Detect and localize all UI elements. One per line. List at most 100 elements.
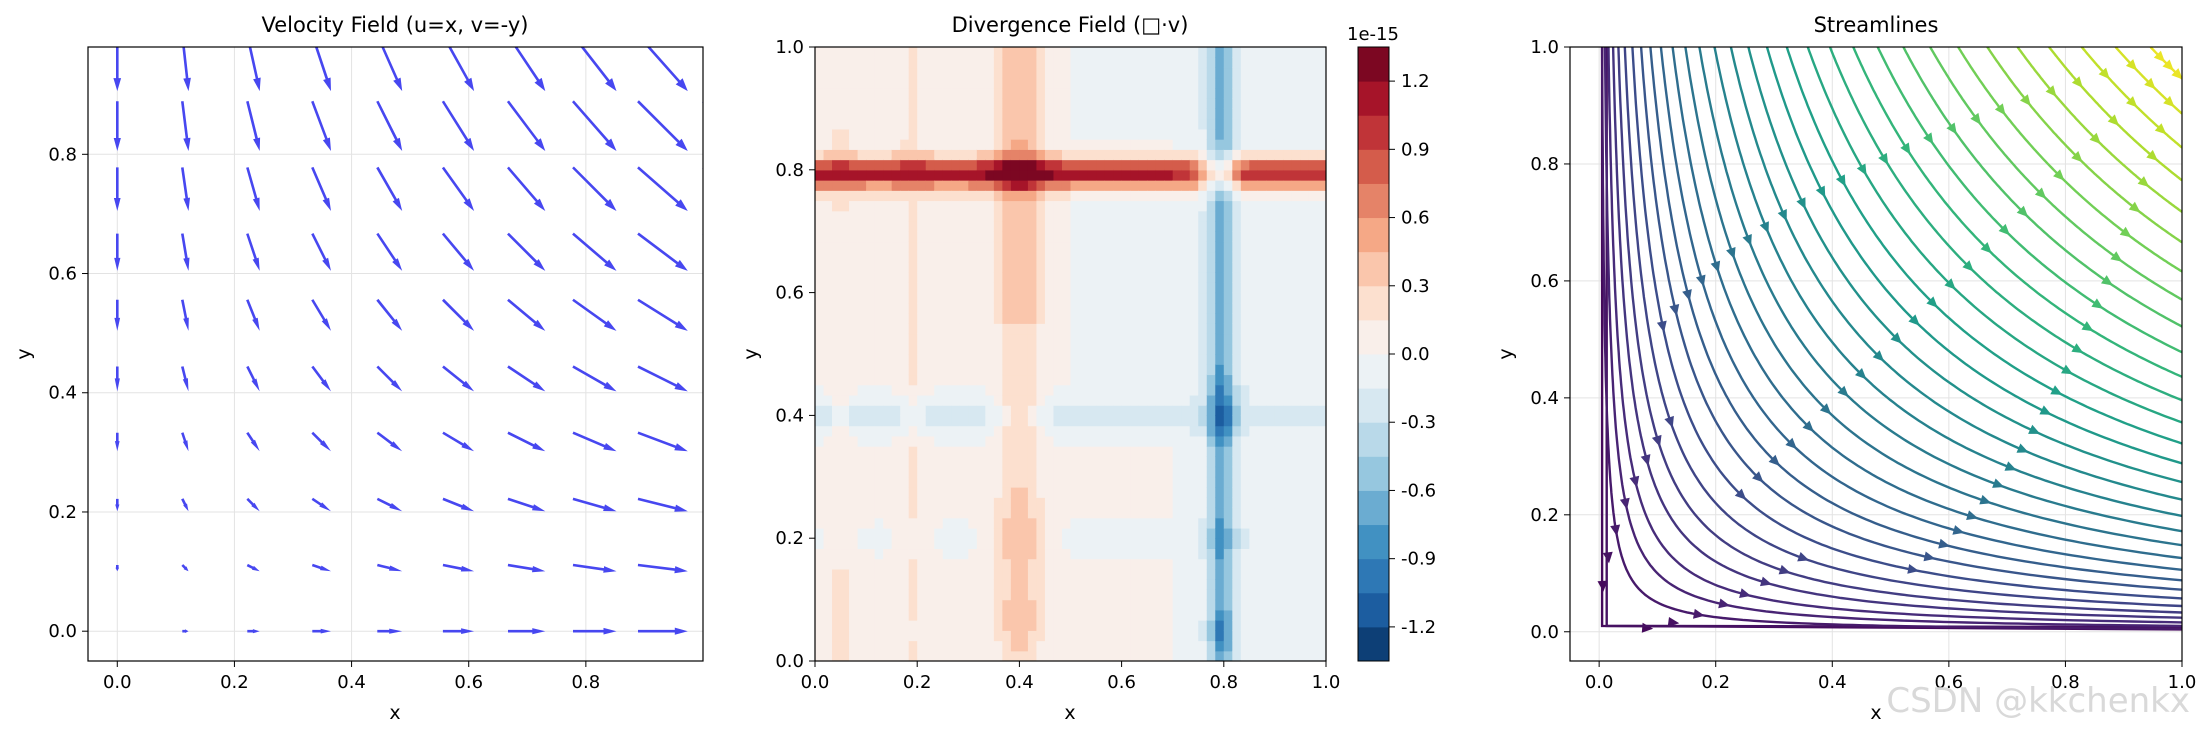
divergence-cell bbox=[1257, 57, 1267, 69]
divergence-cell bbox=[815, 67, 825, 79]
divergence-cell bbox=[1027, 180, 1038, 191]
divergence-cell bbox=[1215, 446, 1225, 457]
divergence-cell bbox=[934, 599, 944, 611]
divergence-cell bbox=[1096, 180, 1106, 191]
divergence-cell bbox=[1087, 650, 1097, 661]
divergence-cell bbox=[925, 548, 935, 560]
divergence-cell bbox=[883, 456, 893, 468]
divergence-cell bbox=[1300, 538, 1310, 550]
divergence-cell bbox=[917, 384, 927, 396]
divergence-cell bbox=[1274, 292, 1285, 304]
divergence-cell bbox=[1283, 599, 1293, 611]
divergence-cell bbox=[1019, 640, 1029, 652]
divergence-cell bbox=[1215, 487, 1225, 498]
divergence-cell bbox=[942, 343, 952, 355]
divergence-cell bbox=[1138, 98, 1148, 109]
divergence-cell bbox=[866, 87, 876, 99]
divergence-cell bbox=[823, 384, 833, 396]
divergence-cell bbox=[857, 527, 867, 539]
divergence-cell bbox=[1291, 384, 1302, 396]
divergence-cell bbox=[1121, 507, 1131, 519]
divergence-cell bbox=[1291, 517, 1302, 529]
divergence-cell bbox=[1087, 640, 1097, 652]
divergence-cell bbox=[1036, 354, 1046, 365]
divergence-cell bbox=[840, 456, 850, 468]
divergence-cell bbox=[900, 169, 910, 181]
divergence-cell bbox=[934, 333, 944, 345]
divergence-cell bbox=[815, 241, 825, 253]
divergence-cell bbox=[1113, 497, 1123, 509]
divergence-cell bbox=[1113, 456, 1123, 468]
divergence-cell bbox=[1113, 620, 1123, 631]
divergence-cell bbox=[1164, 374, 1174, 386]
divergence-cell bbox=[891, 302, 901, 314]
divergence-cell bbox=[908, 231, 918, 243]
divergence-cell bbox=[1130, 517, 1140, 529]
divergence-cell bbox=[849, 650, 859, 661]
divergence-cell bbox=[1138, 190, 1148, 202]
divergence-cell bbox=[1172, 282, 1182, 294]
divergence-cell bbox=[832, 272, 842, 283]
divergence-cell bbox=[1096, 343, 1106, 355]
divergence-cell bbox=[1172, 548, 1182, 560]
divergence-cell bbox=[823, 405, 833, 416]
divergence-cell bbox=[857, 231, 867, 243]
divergence-cell bbox=[857, 599, 867, 611]
streamline-arrowhead bbox=[2107, 114, 2119, 126]
divergence-cell bbox=[874, 527, 884, 539]
divergence-cell bbox=[985, 108, 995, 120]
divergence-cell bbox=[815, 456, 825, 468]
divergence-cell bbox=[832, 190, 842, 202]
divergence-cell bbox=[1232, 354, 1242, 365]
divergence-cell bbox=[1121, 579, 1131, 590]
divergence-cell bbox=[1130, 77, 1140, 89]
divergence-cell bbox=[1249, 640, 1259, 652]
divergence-cell bbox=[1019, 231, 1029, 243]
colorbar-segment bbox=[1358, 490, 1389, 526]
divergence-cell bbox=[985, 118, 995, 130]
divergence-cell bbox=[823, 77, 833, 89]
divergence-cell bbox=[1155, 261, 1165, 273]
divergence-cell bbox=[959, 220, 969, 232]
divergence-cell bbox=[993, 446, 1003, 457]
divergence-cell bbox=[1121, 200, 1131, 212]
divergence-cell bbox=[1044, 446, 1055, 457]
divergence-cell bbox=[823, 302, 833, 314]
divergence-cell bbox=[1300, 149, 1310, 161]
divergence-cell bbox=[1027, 323, 1038, 335]
divergence-cell bbox=[840, 527, 850, 539]
divergence-cell bbox=[1300, 220, 1310, 232]
divergence-cell bbox=[925, 609, 935, 621]
divergence-cell bbox=[1266, 527, 1276, 539]
divergence-cell bbox=[857, 87, 867, 99]
streamline bbox=[1649, 47, 2182, 582]
streamline-arrowhead bbox=[1966, 510, 1979, 520]
divergence-cell bbox=[1215, 599, 1225, 611]
streamlines-y-tick-label: 0.4 bbox=[1530, 388, 1559, 409]
divergence-cell bbox=[908, 47, 918, 58]
divergence-cell bbox=[1027, 302, 1038, 314]
divergence-cell bbox=[951, 548, 961, 560]
divergence-cell bbox=[1223, 47, 1233, 58]
divergence-cell bbox=[1300, 231, 1310, 243]
divergence-cell bbox=[849, 200, 859, 212]
divergence-cell bbox=[1198, 579, 1208, 590]
divergence-cell bbox=[925, 476, 935, 488]
divergence-cell bbox=[866, 210, 876, 222]
divergence-cell bbox=[849, 405, 859, 416]
divergence-cell bbox=[823, 220, 833, 232]
divergence-cell bbox=[1164, 87, 1174, 99]
divergence-cell bbox=[1266, 220, 1276, 232]
divergence-cell bbox=[1070, 343, 1080, 355]
divergence-cell bbox=[1300, 282, 1310, 294]
divergence-cell bbox=[1232, 650, 1242, 661]
divergence-cell bbox=[823, 394, 833, 406]
divergence-cell bbox=[1181, 446, 1191, 457]
divergence-cell bbox=[1019, 487, 1029, 498]
divergence-cell bbox=[917, 650, 927, 661]
divergence-cell bbox=[1257, 384, 1267, 396]
divergence-cell bbox=[1266, 497, 1276, 509]
divergence-cell bbox=[1172, 261, 1182, 273]
divergence-cell bbox=[1104, 650, 1114, 661]
divergence-cell bbox=[1155, 589, 1165, 601]
